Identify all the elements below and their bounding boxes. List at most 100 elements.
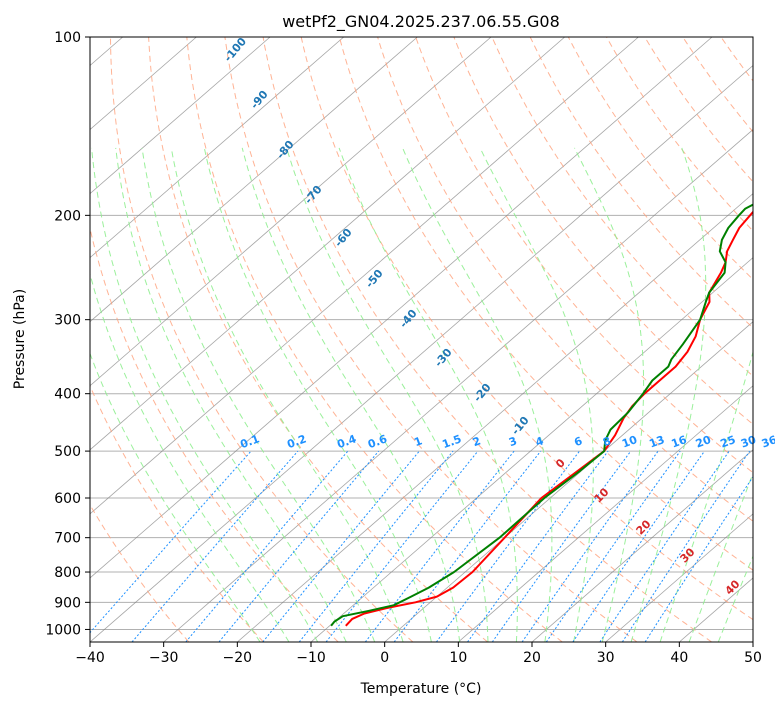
isotherm-line: [384, 321, 753, 642]
isotherm-line: [90, 37, 566, 451]
isotherm-line: [310, 257, 753, 642]
mixing-ratio-line: [545, 450, 681, 642]
x-axis-ticks: −40 −30 −20 −10 0 10 20 30 40 50: [75, 642, 762, 666]
dry-adiabat-line: [90, 384, 264, 642]
x-tick-label: 40: [670, 650, 688, 666]
mixing-ratio-line: [90, 450, 252, 634]
dry-adiabat-line: [377, 37, 753, 522]
dry-adiabat-line: [186, 37, 563, 642]
y-tick-label: 1000: [45, 622, 81, 638]
moist-adiabat-label: 10: [592, 485, 612, 505]
y-tick-label: 500: [54, 444, 81, 460]
moist-adiabat-line: [659, 350, 753, 642]
isotherm-line: [90, 37, 271, 195]
mixing-ratio-line: [599, 450, 730, 642]
dry-adiabat-line: [606, 37, 753, 232]
isotherm-line: [90, 37, 492, 387]
isotherm-line: [531, 449, 753, 642]
isotherm-line: [90, 37, 418, 323]
mixing-ratio-line: [262, 450, 420, 642]
moist-adiabat-line: [630, 147, 707, 642]
moist-adiabat-line: [203, 147, 432, 642]
moist-adiabat-line: [141, 147, 376, 642]
dry-adiabat-line: [529, 37, 753, 329]
x-tick-label: −10: [296, 650, 326, 666]
moist-adiabat-line: [286, 147, 489, 642]
x-tick-label: −20: [223, 650, 253, 666]
isotherm-labels: -100-90-80-70-60-50-40-30-20-10: [221, 35, 531, 438]
profile-lines: [330, 203, 753, 627]
isotherm-label: -80: [274, 138, 297, 162]
isotherm-line: [90, 37, 345, 259]
moist-adiabat-line: [170, 147, 404, 642]
x-tick-label: 0: [380, 650, 389, 666]
mixing-ratio-label: 6: [573, 434, 585, 449]
mixing-ratio-label: 20: [694, 433, 713, 451]
mixing-ratio-line: [572, 450, 705, 642]
x-tick-label: 20: [523, 650, 541, 666]
mixing-ratio-line: [521, 450, 659, 642]
isotherm-line: [90, 37, 197, 131]
dry-adiabat-line: [567, 37, 753, 281]
mixing-ratio-line: [364, 450, 515, 642]
isotherm-line: [752, 641, 753, 642]
dry-adiabat-line: [491, 37, 753, 377]
x-axis-title: Temperature (°C): [360, 681, 482, 697]
y-axis-ticks: 100 200 300 400 500 600 700 800 900 1000: [45, 30, 90, 638]
mixing-ratio-label: 30: [739, 433, 758, 451]
mixing-ratio-line: [621, 450, 751, 642]
x-tick-label: 10: [449, 650, 467, 666]
isotherm-label: -90: [248, 88, 271, 112]
plot-frame: [89, 36, 754, 643]
dewpoint-profile-line: [330, 203, 753, 627]
mixing-ratio-line: [467, 450, 609, 642]
dry-adiabat-line: [338, 37, 753, 571]
moist-adiabat-line: [479, 147, 594, 642]
y-tick-label: 300: [54, 313, 81, 329]
moist-adiabat-line: [574, 147, 645, 642]
mixing-ratio-label: 0.6: [366, 432, 389, 451]
x-tick-label: −30: [149, 650, 179, 666]
mixing-ratio-label: 36: [760, 433, 775, 451]
isotherm-label: -30: [432, 346, 455, 370]
mixing-ratio-label: 13: [648, 433, 667, 450]
moist-adiabat-line: [241, 147, 461, 642]
moist-adiabat-label: 30: [678, 545, 698, 565]
mixing-ratio-line: [435, 450, 580, 642]
moist-adiabat-label: 20: [634, 517, 654, 537]
dry-adiabat-line: [682, 37, 753, 133]
mixing-ratio-label: 1.5: [441, 432, 464, 451]
dry-adiabat-line: [759, 37, 775, 642]
mixing-ratio-line: [325, 450, 479, 642]
dry-adiabat-line: [262, 37, 712, 642]
isotherm-line: [237, 193, 753, 642]
dry-adiabat-line: [453, 37, 753, 425]
mixing-ratio-label: 4: [534, 434, 546, 449]
y-tick-label: 100: [54, 30, 81, 46]
dry-adiabat-line: [148, 37, 488, 642]
isotherm-line: [605, 513, 753, 642]
moist-adiabat-line: [338, 147, 518, 642]
isotherm-line: [90, 37, 713, 579]
isotherm-label: -40: [397, 307, 420, 331]
moist-adiabat-line: [115, 147, 347, 642]
chart-title: wetPf2_GN04.2025.237.06.55.G08: [282, 12, 560, 32]
dry-adiabat-line: [720, 37, 753, 82]
moist-adiabat-line: [91, 147, 319, 642]
mixing-ratio-label: 16: [670, 433, 689, 451]
mixing-ratio-label: 2: [471, 434, 483, 449]
mixing-ratio-label: 3: [507, 434, 519, 449]
dry-adiabat-line: [90, 503, 190, 642]
mixing-ratio-line: [298, 450, 454, 642]
mixing-ratio-line: [491, 450, 632, 642]
y-tick-label: 200: [54, 208, 81, 224]
isotherm-line: [90, 37, 639, 515]
x-tick-label: −40: [75, 650, 105, 666]
mixing-ratio-line: [644, 476, 753, 642]
isotherm-line: [458, 385, 753, 642]
mixing-ratio-label: 0.1: [238, 432, 261, 451]
mixing-ratio-label: 8: [601, 434, 613, 449]
mixing-ratio-line: [185, 450, 349, 642]
dry-adiabat-line: [90, 226, 339, 642]
mixing-ratio-label: 25: [719, 433, 738, 450]
